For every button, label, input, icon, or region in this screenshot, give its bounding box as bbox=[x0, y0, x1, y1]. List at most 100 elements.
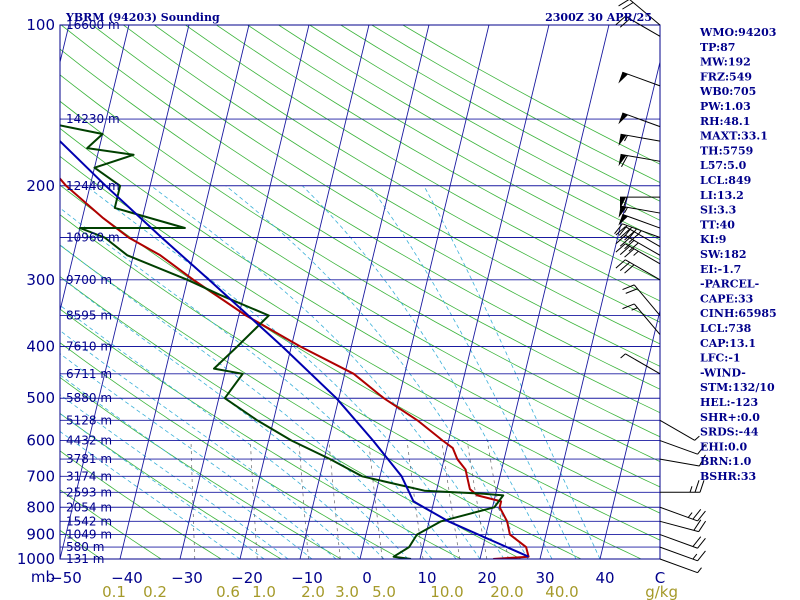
wind-barb-half bbox=[624, 207, 628, 214]
wind-barb-pennant bbox=[618, 134, 627, 147]
wind-barb-shaft bbox=[625, 15, 661, 37]
wind-barb bbox=[659, 454, 706, 467]
moist-adiabat-line bbox=[369, 185, 577, 559]
stability-index: L57:5.0 bbox=[700, 159, 747, 172]
moist-adiabat-line bbox=[423, 185, 601, 559]
wind-barb-full bbox=[694, 480, 700, 493]
wind-barb-full bbox=[619, 245, 631, 256]
wind-barb-full bbox=[628, 233, 639, 243]
wind-barb-pennant bbox=[618, 112, 629, 125]
pressure-tick-label: 400 bbox=[26, 338, 55, 356]
moist-adiabat-line bbox=[60, 304, 385, 559]
wind-barb-half bbox=[631, 307, 638, 311]
wind-barb-full bbox=[697, 443, 706, 455]
pressure-tick-label: 100 bbox=[26, 16, 55, 34]
isotherm-line bbox=[419, 25, 550, 559]
pressure-tick-label: 900 bbox=[26, 526, 55, 544]
height-label: 5880 m bbox=[66, 391, 112, 405]
wind-barb-full bbox=[622, 196, 628, 210]
wind-barb-half bbox=[692, 553, 698, 560]
wind-barb bbox=[618, 205, 661, 218]
wind-barb-full bbox=[698, 520, 707, 532]
stability-index: SHR+:0.0 bbox=[700, 411, 760, 424]
stability-index: LCL:849 bbox=[700, 174, 751, 187]
wind-barb-pennant bbox=[618, 154, 627, 167]
isotherm-line bbox=[299, 25, 430, 559]
wind-barb bbox=[618, 71, 661, 87]
dry-adiabat-line bbox=[60, 48, 660, 414]
wind-barb bbox=[660, 480, 705, 493]
dry-adiabat-line bbox=[185, 25, 660, 302]
height-label: 9700 m bbox=[66, 273, 112, 287]
chart-time: 2300Z 30 APR/25 bbox=[545, 11, 652, 24]
temperature-tick-label: −40 bbox=[111, 569, 143, 587]
stability-index: LI:13.2 bbox=[700, 189, 744, 202]
wind-barb-shaft bbox=[659, 506, 698, 522]
temperature-tick-label: 10 bbox=[417, 569, 436, 587]
dry-adiabat-line bbox=[60, 308, 462, 559]
stability-index: TP:87 bbox=[700, 41, 735, 54]
wind-barb-full bbox=[628, 242, 639, 252]
wind-barb bbox=[659, 558, 702, 574]
wind-barb-shaft bbox=[659, 546, 698, 562]
stability-index: STM:132/10 bbox=[700, 381, 775, 394]
wind-barb-shaft bbox=[625, 259, 661, 281]
mixing-ratio-line bbox=[406, 440, 424, 559]
sounding-trace bbox=[60, 177, 530, 559]
stability-index: CINH:65985 bbox=[700, 307, 777, 320]
mixing-ratio-tick-label: 5.0 bbox=[372, 583, 396, 600]
wind-barb-full bbox=[622, 303, 635, 310]
wind-barbs bbox=[614, 0, 707, 574]
moist-adiabat-line bbox=[60, 244, 433, 559]
height-label: 7610 m bbox=[66, 340, 112, 354]
wind-barb-pennant bbox=[618, 206, 627, 218]
wind-barb-full bbox=[697, 510, 706, 522]
stability-index: LFC:-1 bbox=[700, 352, 741, 365]
wind-barb-half bbox=[697, 567, 702, 573]
sounding-trace bbox=[60, 124, 505, 559]
wind-barb-shaft bbox=[625, 243, 661, 265]
wind-barb-full bbox=[697, 550, 706, 562]
height-label: 6711 m bbox=[66, 367, 112, 381]
stability-index: EI:-1.7 bbox=[700, 263, 741, 276]
dry-adiabat-line bbox=[60, 127, 660, 488]
chart-title: YBRM (94203) Sounding bbox=[65, 11, 220, 24]
dry-adiabat-line bbox=[216, 25, 660, 281]
wind-barb-full bbox=[692, 536, 702, 547]
wind-barb bbox=[659, 506, 706, 522]
temperature-tick-label: 0 bbox=[362, 569, 372, 587]
wind-barb-full bbox=[618, 0, 630, 7]
stability-index: HEL:-123 bbox=[700, 396, 758, 409]
pressure-tick-label: 800 bbox=[26, 498, 55, 516]
mixing-ratio-line bbox=[441, 440, 461, 559]
wind-barb-full bbox=[624, 264, 635, 274]
pressure-tick-label: 1000 bbox=[17, 550, 55, 568]
temperature-tick-label: −30 bbox=[171, 569, 203, 587]
wind-barb bbox=[618, 133, 661, 147]
wind-barb-full bbox=[698, 454, 706, 467]
height-label: 3781 m bbox=[66, 452, 112, 466]
wind-barb-half bbox=[694, 435, 700, 441]
wind-barb bbox=[659, 440, 706, 455]
wind-barb bbox=[622, 303, 661, 335]
wind-barb-full bbox=[615, 243, 626, 253]
chart-grid bbox=[60, 25, 660, 559]
isotherm-line bbox=[599, 308, 660, 559]
isotherm-line bbox=[539, 60, 660, 559]
wind-barb-full bbox=[618, 225, 628, 236]
moist-adiabat-line bbox=[60, 276, 409, 559]
stability-index: BRN:1.0 bbox=[700, 455, 752, 468]
dry-adiabat-line bbox=[60, 155, 660, 514]
isotherm-line bbox=[179, 25, 310, 559]
stability-index: RH:48.1 bbox=[700, 115, 750, 128]
height-label: 1049 m bbox=[66, 528, 112, 542]
isotherm-line bbox=[119, 25, 250, 559]
pressure-tick-label: 700 bbox=[26, 467, 55, 485]
height-label: 16600 m bbox=[66, 18, 120, 32]
wind-barb-full bbox=[619, 18, 631, 28]
wind-barb-pennant bbox=[618, 72, 629, 84]
stability-index: FRZ:549 bbox=[700, 70, 752, 83]
wind-barb-half bbox=[689, 486, 693, 493]
wind-barb bbox=[615, 234, 661, 256]
